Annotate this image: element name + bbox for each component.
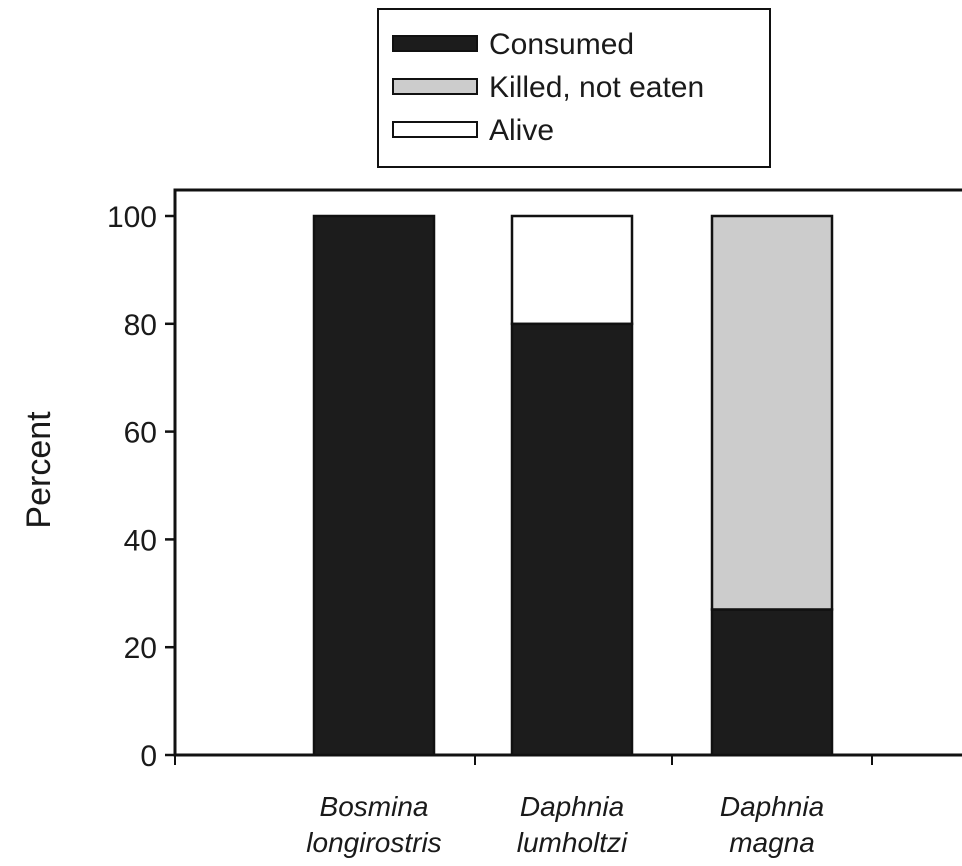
x-tick-label: Bosmina bbox=[320, 791, 429, 822]
x-tick-label: longirostris bbox=[306, 827, 441, 858]
legend-swatch bbox=[392, 121, 478, 138]
y-tick-label: 0 bbox=[140, 740, 157, 773]
legend-label: Alive bbox=[489, 114, 554, 147]
legend-swatch bbox=[392, 78, 478, 95]
y-tick-label: 20 bbox=[124, 632, 157, 665]
y-tick-label: 60 bbox=[124, 417, 157, 450]
y-tick-label: 80 bbox=[124, 309, 157, 342]
x-axis: Bosmina longirostris Daphnia lumholtzi Daphn… bbox=[174, 755, 873, 858]
legend-label: Consumed bbox=[489, 28, 634, 61]
legend: Consumed Killed, not eaten Alive bbox=[377, 8, 771, 168]
legend-label: Killed, not eaten bbox=[489, 71, 704, 104]
x-tick-label: Daphnia bbox=[520, 791, 624, 822]
y-tick-label: 40 bbox=[124, 524, 157, 557]
x-tick-label: Daphnia bbox=[720, 791, 824, 822]
y-tick-label: 100 bbox=[107, 201, 157, 234]
bar-2-segment-3 bbox=[510, 214, 634, 326]
bar-3-segment-2 bbox=[710, 214, 834, 611]
y-axis: 0 20 40 60 80 100 bbox=[107, 201, 175, 773]
bar-1-segment-1 bbox=[312, 214, 436, 757]
x-tick-label: magna bbox=[729, 827, 815, 858]
bars bbox=[312, 214, 834, 757]
x-tick-label: lumholtzi bbox=[517, 827, 628, 858]
bar-3-segment-1 bbox=[710, 608, 834, 757]
y-axis-label: Percent bbox=[20, 411, 58, 529]
bar-2-segment-1 bbox=[510, 322, 634, 757]
legend-swatch bbox=[392, 35, 478, 52]
